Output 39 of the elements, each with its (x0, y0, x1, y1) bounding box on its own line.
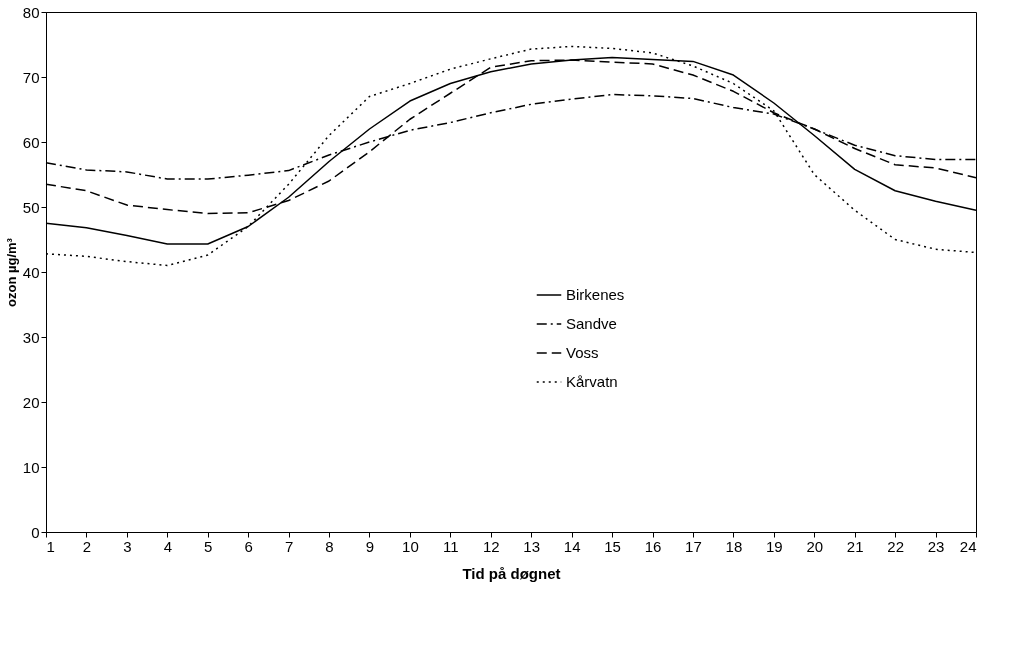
x-tick-label: 20 (806, 537, 824, 555)
legend-label: Birkenes (566, 286, 625, 303)
x-tick-label: 7 (284, 537, 294, 555)
x-tick-label: 14 (563, 537, 581, 555)
legend-label: Kårvatn (566, 373, 618, 390)
y-tick-label: 60 (22, 133, 40, 151)
x-tick-label: 22 (887, 537, 904, 555)
x-axis-title: Tid på døgnet (462, 564, 561, 582)
y-tick-label: 20 (22, 393, 40, 411)
y-tick-label: 40 (22, 263, 40, 281)
x-tick-label: 8 (325, 537, 334, 555)
x-tick-label: 21 (846, 537, 864, 555)
x-tick-label: 19 (765, 537, 783, 555)
y-tick-label: 50 (22, 198, 40, 216)
y-tick-label: 80 (22, 3, 40, 21)
x-tick-label: 18 (725, 537, 743, 555)
x-tick-label: 12 (482, 537, 500, 555)
x-tick-label: 13 (523, 537, 541, 555)
x-tick-label: 16 (644, 537, 662, 555)
y-tick-label: 30 (22, 328, 40, 346)
x-tick-label: 2 (82, 537, 92, 555)
y-tick-label: 0 (31, 523, 40, 541)
x-tick-label: 4 (163, 537, 172, 555)
y-tick-label: 10 (22, 458, 40, 476)
x-tick-label: 15 (604, 537, 621, 555)
y-tick-label: 70 (22, 68, 40, 86)
x-tick-label: 11 (443, 537, 459, 555)
x-tick-label: 17 (685, 537, 702, 555)
x-tick-label: 10 (402, 537, 419, 555)
x-tick-label: 24 (959, 537, 977, 555)
x-tick-label: 1 (46, 537, 55, 555)
legend-label: Voss (566, 344, 599, 361)
y-axis-title: ozon µg/m³ (3, 237, 19, 307)
legend-label: Sandve (566, 315, 617, 332)
x-tick-label: 5 (204, 537, 213, 555)
x-tick-label: 23 (927, 537, 945, 555)
x-tick-label: 3 (123, 537, 132, 555)
x-tick-label: 6 (244, 537, 253, 555)
x-tick-label: 9 (365, 537, 375, 555)
